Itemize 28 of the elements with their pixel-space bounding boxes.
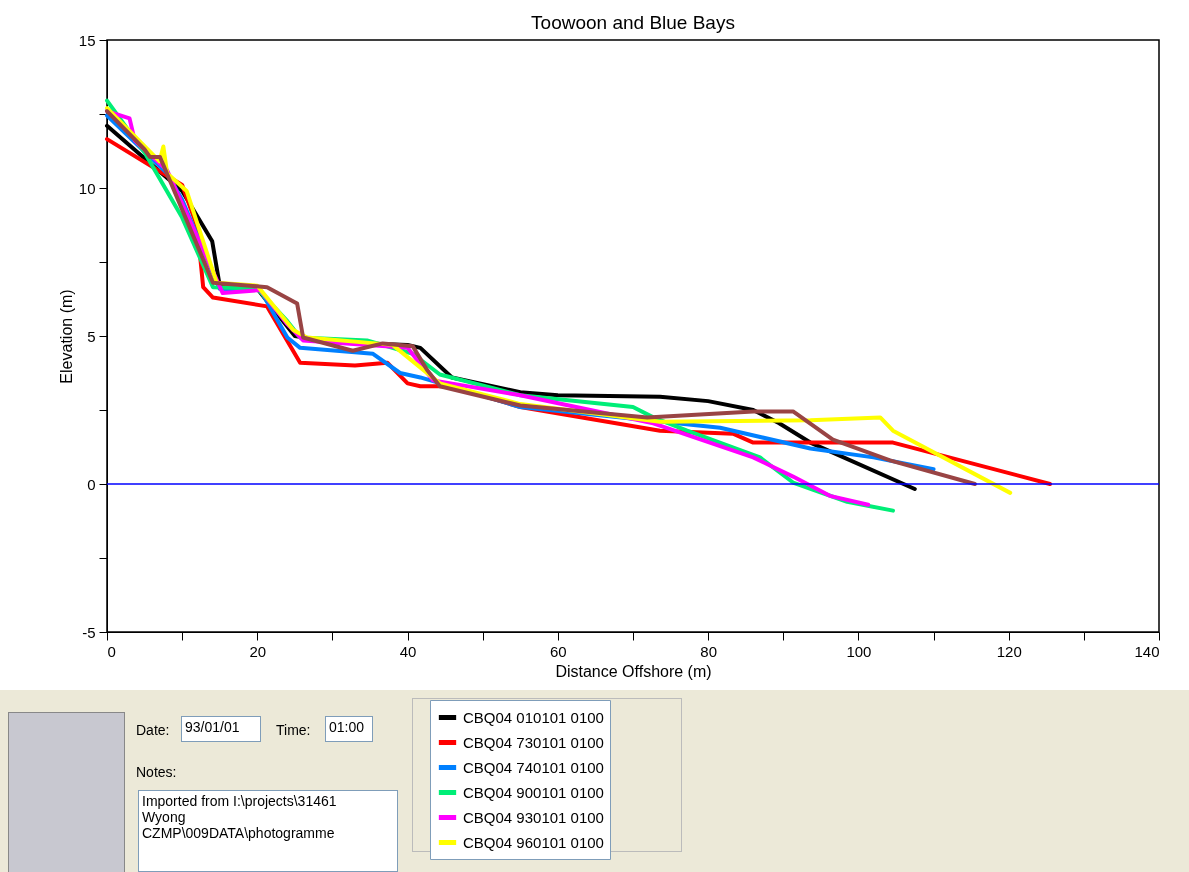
y-tick-label: 5 — [87, 327, 96, 345]
legend-label: CBQ04 900101 0100 — [463, 783, 604, 801]
legend-label: CBQ04 010101 0100 — [463, 708, 604, 726]
text-field: 01:00 — [325, 716, 373, 742]
x-tick-label: 40 — [399, 642, 417, 660]
text-field: 93/01/01 — [181, 716, 261, 742]
chart-title: Toowoon and Blue Bays — [531, 12, 735, 33]
x-tick-label: 60 — [550, 642, 567, 660]
y-axis-title: Elevation (m) — [57, 289, 75, 384]
y-tick-label: 0 — [87, 475, 96, 493]
legend-label: CBQ04 930101 0100 — [463, 808, 604, 826]
x-tick-label: 0 — [107, 642, 116, 660]
text: Notes: — [136, 764, 177, 780]
x-tick-label: 20 — [249, 642, 267, 660]
text-field: Imported from I:\projects\31461 Wyong CZMP\009DATA\photogramme — [138, 790, 398, 872]
x-tick-label: 100 — [846, 642, 872, 660]
legend-label: CBQ04 740101 0100 — [463, 758, 604, 776]
text: Time: — [276, 722, 311, 738]
y-tick-label: 15 — [78, 31, 96, 49]
x-tick-label: 140 — [1134, 642, 1160, 660]
y-tick-label: 10 — [78, 179, 96, 197]
x-axis-title: Distance Offshore (m) — [555, 662, 712, 680]
legend-label: CBQ04 960101 0100 — [463, 833, 604, 851]
text: Date: — [136, 722, 170, 738]
x-tick-label: 80 — [700, 642, 717, 660]
y-tick-label: -5 — [82, 623, 96, 641]
x-tick-label: 120 — [996, 642, 1022, 660]
legend-label: CBQ04 730101 0100 — [463, 733, 604, 751]
